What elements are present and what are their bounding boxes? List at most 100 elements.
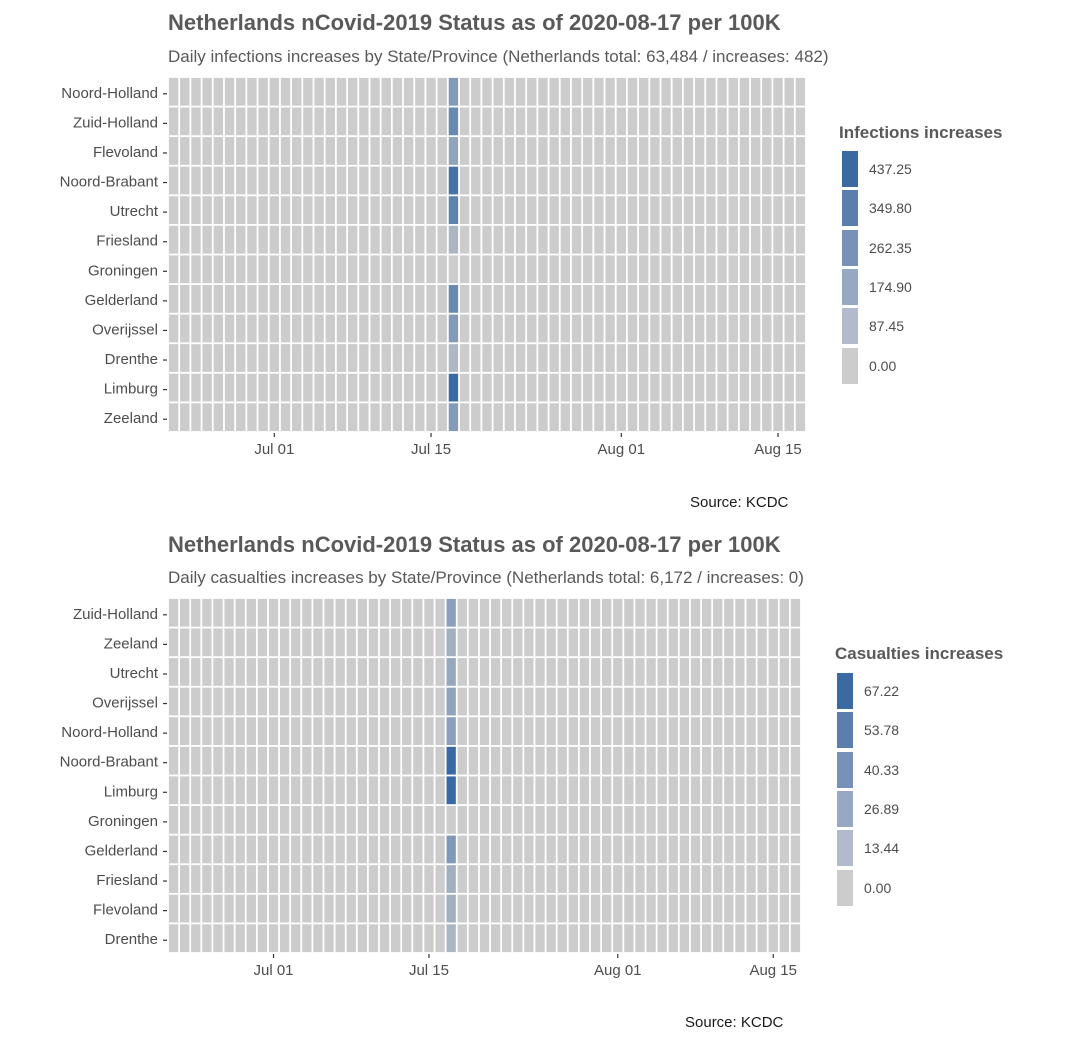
heatmap-tile — [168, 166, 179, 195]
heatmap-tile — [524, 924, 534, 953]
heatmap-tile — [490, 628, 501, 657]
heatmap-tile — [235, 924, 245, 953]
heatmap-tile — [690, 865, 701, 893]
heatmap-tile — [180, 687, 190, 716]
heatmap-tile — [424, 628, 434, 657]
heatmap-tile — [535, 717, 545, 746]
heatmap-tile — [713, 746, 723, 775]
heatmap-tile — [490, 776, 501, 805]
heatmap-tile — [557, 658, 567, 686]
heatmap-tile — [762, 255, 772, 284]
heatmap-tile — [402, 835, 412, 864]
heatmap-tile — [635, 658, 645, 686]
heatmap-tile — [468, 746, 479, 775]
heatmap-tile — [583, 255, 593, 284]
heatmap-tile — [594, 344, 604, 372]
heatmap-tile — [202, 687, 212, 716]
heatmap-tile — [346, 894, 356, 923]
heatmap-tile — [336, 255, 347, 284]
heatmap-tile — [490, 865, 501, 893]
heatmap-tile — [457, 746, 467, 775]
heatmap-tile — [168, 894, 179, 923]
heatmap-tile — [672, 77, 682, 106]
heatmap-tile — [594, 403, 604, 432]
heatmap-tile — [180, 894, 190, 923]
heatmap-tile — [546, 776, 556, 805]
heatmap-tile — [403, 107, 414, 136]
heatmap-tile — [757, 687, 767, 716]
heatmap-tile — [359, 373, 369, 402]
heatmap-tile — [424, 835, 434, 864]
heatmap-tile — [773, 255, 783, 284]
heatmap-tile — [504, 137, 515, 165]
heatmap-tile — [773, 77, 783, 106]
y-tick-label: Drenthe — [105, 351, 158, 368]
legend-title: Infections increases — [839, 123, 1003, 142]
heatmap-tile — [191, 628, 201, 657]
heatmap-tile — [291, 865, 301, 893]
heatmap-tile — [313, 687, 323, 716]
heatmap-tile — [180, 835, 190, 864]
heatmap-tile — [706, 225, 716, 254]
heatmap-tile — [191, 658, 201, 686]
heatmap-tile — [370, 373, 380, 402]
heatmap-tile — [325, 77, 335, 106]
heatmap-tile — [683, 77, 694, 106]
heatmap-tile — [639, 77, 649, 106]
heatmap-tile — [336, 314, 347, 343]
heatmap-tile — [391, 776, 401, 805]
heatmap-tile — [224, 894, 234, 923]
heatmap-tile — [324, 776, 334, 805]
heatmap-tile — [701, 628, 712, 657]
heatmap-tile — [426, 403, 436, 432]
heatmap-tile — [269, 344, 280, 372]
heatmap-tile — [784, 166, 794, 195]
heatmap-tile — [346, 805, 356, 834]
heatmap-tile — [191, 225, 201, 254]
heatmap-tile — [246, 687, 256, 716]
heatmap-tile — [292, 225, 302, 254]
heatmap-tile — [779, 924, 789, 953]
heatmap-tile — [728, 225, 738, 254]
heatmap-tile — [379, 598, 390, 627]
heatmap-tile — [479, 865, 490, 893]
heatmap-tile — [683, 196, 694, 225]
heatmap-tile — [724, 687, 734, 716]
heatmap-tile — [202, 746, 212, 775]
heatmap-tile — [750, 344, 761, 372]
y-tick-label: Noord-Brabant — [60, 174, 159, 191]
heatmap-tile — [735, 805, 745, 834]
legend-key — [837, 712, 853, 749]
heatmap-tile — [668, 628, 678, 657]
heatmap-tile — [694, 344, 705, 372]
heatmap-tile — [224, 658, 234, 686]
heatmap-tile — [650, 314, 660, 343]
heatmap-tile — [616, 166, 627, 195]
heatmap-tile — [471, 255, 481, 284]
heatmap-tile — [646, 805, 656, 834]
heatmap-tile — [639, 284, 649, 313]
heatmap-tile — [336, 196, 347, 225]
heatmap-tile — [435, 805, 445, 834]
heatmap-tile — [690, 717, 701, 746]
heatmap-tile — [269, 77, 280, 106]
heatmap-tile — [672, 403, 682, 432]
heatmap-tile — [324, 598, 334, 627]
heatmap-tile — [336, 77, 347, 106]
heatmap-tile — [191, 717, 201, 746]
heatmap-tile — [546, 924, 556, 953]
heatmap-tile — [493, 107, 503, 136]
heatmap-tile — [368, 805, 379, 834]
heatmap-tile — [646, 776, 656, 805]
heatmap-tile — [768, 598, 778, 627]
heatmap-tile — [624, 598, 634, 627]
legend-key — [842, 268, 858, 305]
heatmap-tile — [257, 746, 268, 775]
heatmap-tile — [213, 166, 224, 195]
heatmap-tile — [490, 805, 501, 834]
x-tick-label: Jul 01 — [253, 962, 293, 979]
heatmap-tile — [168, 284, 179, 313]
heatmap-tile — [302, 658, 312, 686]
heatmap-tile — [268, 865, 279, 893]
heatmap-tile — [661, 137, 671, 165]
